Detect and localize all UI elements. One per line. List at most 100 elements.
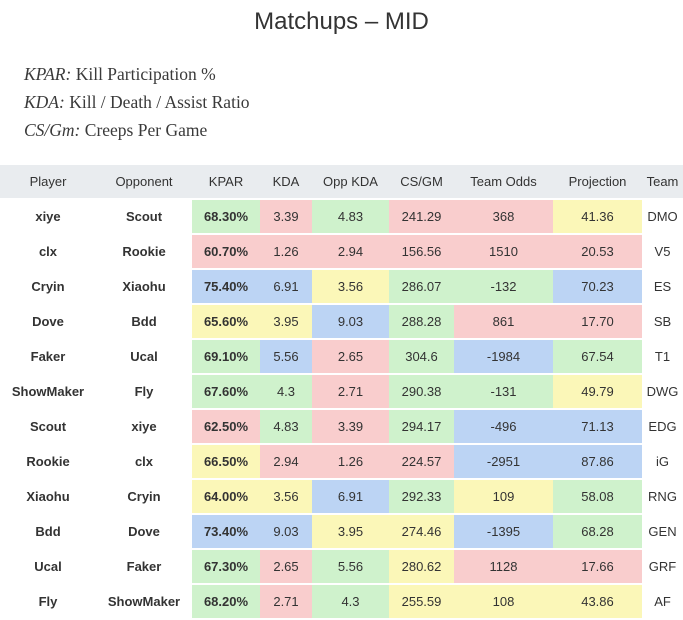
kda-cell: 3.95 — [260, 305, 312, 338]
legend-text: Kill / Death / Assist Ratio — [64, 92, 250, 112]
projection-cell: 49.79 — [553, 375, 642, 408]
team-cell: DMO — [647, 209, 678, 224]
table-row: Rookie clx 66.50% 2.94 1.26 224.57 -2951 87.86 i… — [0, 445, 683, 478]
kpar-cell: 62.50% — [192, 410, 260, 443]
table-row: clx Rookie 60.70% 1.26 2.94 156.56 1510 20.53 V5 — [0, 235, 683, 268]
table-row: Faker Ucal 69.10% 5.56 2.65 304.6 -1984 67.54 T1 — [0, 340, 683, 373]
team-cell: V5 — [654, 244, 671, 259]
column-header-kda[interactable]: KDA — [260, 165, 312, 198]
kda-cell: 5.56 — [260, 340, 312, 373]
kda-cell: 4.83 — [260, 410, 312, 443]
kpar-cell: 65.60% — [192, 305, 260, 338]
kda-cell: 9.03 — [260, 515, 312, 548]
player-cell: Scout — [29, 419, 67, 434]
player-cell: Ucal — [34, 559, 62, 574]
projection-cell: 20.53 — [553, 235, 642, 268]
csgm-cell: 286.07 — [389, 270, 454, 303]
kda-cell: 3.39 — [260, 200, 312, 233]
column-header-opp-kda[interactable]: Opp KDA — [312, 165, 389, 198]
opp-kda-cell: 3.56 — [312, 270, 389, 303]
kda-cell: 3.56 — [260, 480, 312, 513]
kpar-cell: 66.50% — [192, 445, 260, 478]
player-cell: Fly — [38, 594, 58, 609]
legend-abbr: CS/Gm: — [24, 120, 81, 140]
team-odds-cell: -496 — [454, 410, 553, 443]
kpar-cell: 68.30% — [192, 200, 260, 233]
kda-cell: 2.94 — [260, 445, 312, 478]
opponent-cell: clx — [134, 454, 154, 469]
csgm-cell: 224.57 — [389, 445, 454, 478]
kpar-cell: 73.40% — [192, 515, 260, 548]
opponent-cell: Xiaohu — [122, 279, 166, 294]
column-header-team[interactable]: Team — [642, 165, 683, 198]
kpar-cell: 75.40% — [192, 270, 260, 303]
opponent-cell: Fly — [134, 384, 154, 399]
opponent-cell: Bdd — [131, 314, 157, 329]
kpar-cell: 67.30% — [192, 550, 260, 583]
column-header-csgm[interactable]: CS/GM — [389, 165, 454, 198]
opponent-cell: xiye — [131, 419, 157, 434]
team-odds-cell: 109 — [454, 480, 553, 513]
projection-cell: 70.23 — [553, 270, 642, 303]
opp-kda-cell: 3.95 — [312, 515, 389, 548]
kpar-cell: 68.20% — [192, 585, 260, 618]
kpar-cell: 60.70% — [192, 235, 260, 268]
kda-cell: 1.26 — [260, 235, 312, 268]
team-odds-cell: -132 — [454, 270, 553, 303]
team-cell: GEN — [648, 524, 677, 539]
csgm-cell: 274.46 — [389, 515, 454, 548]
team-odds-cell: 1510 — [454, 235, 553, 268]
column-header-opponent[interactable]: Opponent — [96, 165, 192, 198]
projection-cell: 68.28 — [553, 515, 642, 548]
team-odds-cell: 368 — [454, 200, 553, 233]
csgm-cell: 280.62 — [389, 550, 454, 583]
column-header-team-odds[interactable]: Team Odds — [454, 165, 553, 198]
kpar-cell: 69.10% — [192, 340, 260, 373]
table-row: Dove Bdd 65.60% 3.95 9.03 288.28 861 17.70 SB — [0, 305, 683, 338]
team-odds-cell: -2951 — [454, 445, 553, 478]
column-header-player[interactable]: Player — [0, 165, 96, 198]
player-cell: Cryin — [31, 279, 65, 294]
legend-abbr: KPAR: — [24, 64, 72, 84]
opp-kda-cell: 6.91 — [312, 480, 389, 513]
team-odds-cell: 108 — [454, 585, 553, 618]
csgm-cell: 290.38 — [389, 375, 454, 408]
table-row: Scout xiye 62.50% 4.83 3.39 294.17 -496 71.13 ED… — [0, 410, 683, 443]
csgm-cell: 292.33 — [389, 480, 454, 513]
legend-item-kda: KDA: Kill / Death / Assist Ratio — [24, 88, 250, 116]
team-cell: RNG — [648, 489, 677, 504]
table-row: Xiaohu Cryin 64.00% 3.56 6.91 292.33 109 58.08 R… — [0, 480, 683, 513]
opp-kda-cell: 9.03 — [312, 305, 389, 338]
team-cell: EDG — [648, 419, 677, 434]
player-cell: clx — [38, 244, 58, 259]
player-cell: Xiaohu — [26, 489, 70, 504]
opponent-cell: Ucal — [130, 349, 158, 364]
opp-kda-cell: 2.94 — [312, 235, 389, 268]
kda-cell: 2.65 — [260, 550, 312, 583]
legend-text: Creeps Per Game — [80, 120, 208, 140]
player-cell: ShowMaker — [11, 384, 85, 399]
opp-kda-cell: 4.83 — [312, 200, 389, 233]
table-row: Ucal Faker 67.30% 2.65 5.56 280.62 1128 17.66 GR… — [0, 550, 683, 583]
player-cell: Faker — [30, 349, 66, 364]
opp-kda-cell: 1.26 — [312, 445, 389, 478]
player-cell: xiye — [35, 209, 61, 224]
projection-cell: 43.86 — [553, 585, 642, 618]
column-header-projection[interactable]: Projection — [553, 165, 642, 198]
column-header-kpar[interactable]: KPAR — [192, 165, 260, 198]
matchups-table: Player Opponent KPAR KDA Opp KDA CS/GM T… — [0, 163, 683, 620]
table-row: Bdd Dove 73.40% 9.03 3.95 274.46 -1395 68.28 GEN — [0, 515, 683, 548]
opp-kda-cell: 4.3 — [312, 585, 389, 618]
legend-item-kpar: KPAR: Kill Participation % — [24, 60, 250, 88]
projection-cell: 17.66 — [553, 550, 642, 583]
team-odds-cell: -131 — [454, 375, 553, 408]
opponent-cell: Scout — [125, 209, 163, 224]
team-cell: AF — [654, 594, 671, 609]
team-odds-cell: -1984 — [454, 340, 553, 373]
csgm-cell: 294.17 — [389, 410, 454, 443]
csgm-cell: 304.6 — [389, 340, 454, 373]
team-cell: DWG — [646, 384, 679, 399]
opp-kda-cell: 3.39 — [312, 410, 389, 443]
projection-cell: 87.86 — [553, 445, 642, 478]
projection-cell: 41.36 — [553, 200, 642, 233]
